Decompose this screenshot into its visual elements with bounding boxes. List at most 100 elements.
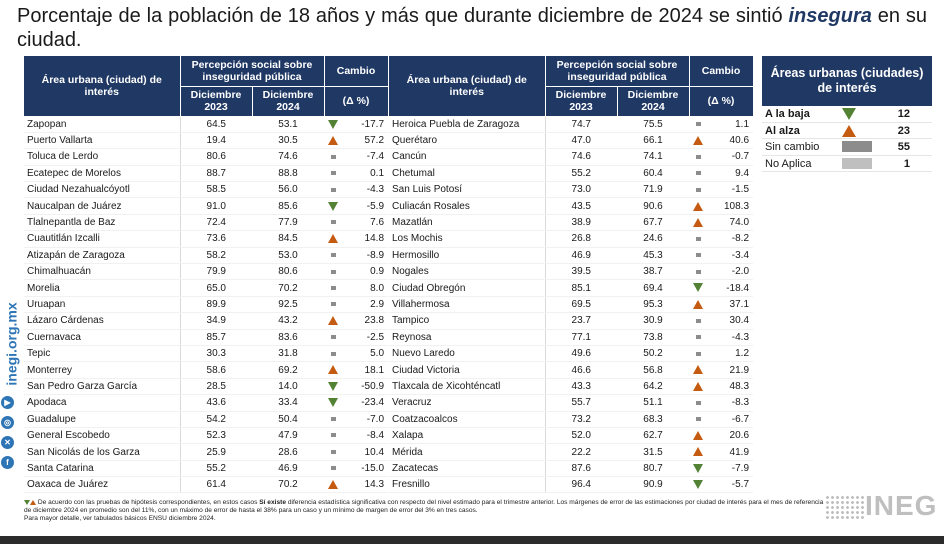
legend-count: 23 (897, 124, 910, 137)
trend-marker (689, 181, 707, 199)
value-2024: 69.2 (252, 361, 324, 379)
value-2024: 70.2 (252, 279, 324, 297)
value-2024: 84.5 (252, 230, 324, 248)
city-name: Villahermosa (389, 296, 545, 314)
change-value: 10.4 (342, 443, 389, 461)
change-value: 5.0 (342, 345, 389, 363)
no-change-icon (695, 417, 701, 422)
header-perception: Percepción social sobre inseguridad públ… (180, 56, 325, 87)
change-value: 41.9 (707, 443, 754, 461)
city-name: San Nicolás de los Garza (24, 443, 180, 461)
table-row: Tlalnepantla de Baz 72.4 77.9 7.6 (24, 214, 389, 232)
trend-marker (324, 148, 342, 166)
table-row: Puerto Vallarta 19.4 30.5 57.2 (24, 132, 389, 150)
change-value: 9.4 (707, 165, 754, 183)
up-triangle-icon (693, 217, 703, 227)
value-2024: 33.4 (252, 394, 324, 412)
up-triangle-icon (693, 430, 703, 440)
value-2024: 46.9 (252, 460, 324, 478)
change-value: 21.9 (707, 361, 754, 379)
down-triangle-icon (328, 119, 338, 129)
legend-count: 55 (897, 141, 910, 153)
city-name: Zapopan (24, 116, 180, 133)
trend-marker (324, 263, 342, 281)
value-2023: 38.9 (544, 214, 617, 232)
value-2024: 56.8 (617, 361, 689, 379)
value-2024: 62.7 (617, 427, 689, 445)
value-2023: 73.2 (544, 411, 617, 428)
up-triangle-icon (328, 365, 338, 375)
value-2024: 69.4 (617, 279, 689, 297)
value-2024: 38.7 (617, 263, 689, 281)
change-value: 7.6 (342, 214, 389, 232)
value-2023: 39.5 (544, 263, 617, 281)
value-2023: 61.4 (179, 476, 252, 494)
instagram-icon[interactable]: ◎ (1, 416, 14, 429)
trend-marker (324, 247, 342, 265)
value-2023: 58.6 (179, 361, 252, 379)
trend-marker (689, 116, 707, 133)
value-2024: 24.6 (617, 230, 689, 248)
value-2023: 43.6 (179, 394, 252, 412)
youtube-icon[interactable]: ▶ (1, 396, 14, 409)
up-triangle-icon (328, 234, 338, 244)
value-2023: 89.9 (179, 296, 252, 314)
no-change-icon (330, 302, 336, 307)
city-name: Cuautitlán Izcalli (24, 230, 180, 248)
value-2023: 55.2 (544, 165, 617, 183)
no-change-icon (695, 236, 701, 241)
trend-marker (324, 427, 342, 445)
value-2024: 30.5 (252, 132, 324, 150)
down-triangle-icon (328, 381, 338, 391)
table-row: Cancún 74.6 74.1 -0.7 (389, 148, 754, 166)
table-row: Chetumal 55.2 60.4 9.4 (389, 165, 754, 183)
value-2023: 55.2 (179, 460, 252, 478)
trend-marker (324, 279, 342, 297)
trend-marker (689, 230, 707, 248)
change-value: 108.3 (707, 197, 754, 215)
table-row: Mazatlán 38.9 67.7 74.0 (389, 214, 754, 232)
value-2023: 43.3 (544, 378, 617, 396)
up-triangle-icon (328, 480, 338, 490)
value-2023: 23.7 (544, 312, 617, 330)
table-row: Atizapán de Zaragoza 58.2 53.0 -8.9 (24, 247, 389, 265)
table-row: San Pedro Garza García 28.5 14.0 -50.9 (24, 378, 389, 396)
value-2023: 26.8 (544, 230, 617, 248)
change-value: -0.7 (707, 148, 754, 166)
trend-marker (689, 214, 707, 232)
header-area: Área urbana (ciudad) de interés (24, 56, 181, 117)
table-row: Heroica Puebla de Zaragoza 74.7 75.5 1.1 (389, 116, 754, 133)
change-value: -8.3 (707, 394, 754, 412)
change-value: -6.7 (707, 411, 754, 428)
city-name: Cancún (389, 148, 545, 166)
facebook-icon[interactable]: f (1, 456, 14, 469)
value-2023: 43.5 (544, 197, 617, 215)
value-2024: 74.6 (252, 148, 324, 166)
change-value: 23.8 (342, 312, 389, 330)
trend-marker (324, 132, 342, 150)
change-value: 1.1 (707, 116, 754, 133)
table-row: San Nicolás de los Garza 25.9 28.6 10.4 (24, 443, 389, 461)
value-2024: 75.5 (617, 116, 689, 133)
table-row: Nogales 39.5 38.7 -2.0 (389, 263, 754, 281)
table-row: Zapopan 64.5 53.1 -17.7 (24, 116, 389, 133)
table-row: Ecatepec de Morelos 88.7 88.8 0.1 (24, 165, 389, 183)
trend-marker (689, 296, 707, 314)
city-name: Chetumal (389, 165, 545, 183)
value-2023: 65.0 (179, 279, 252, 297)
city-name: Culiacán Rosales (389, 197, 545, 215)
x-icon[interactable]: ✕ (1, 436, 14, 449)
site-url[interactable]: inegi.org.mx (3, 302, 20, 386)
trend-marker (689, 148, 707, 166)
up-triangle-icon (328, 316, 338, 326)
city-name: Los Mochis (389, 230, 545, 248)
title-text: Porcentaje de la población de 18 años y … (17, 5, 783, 27)
no-change-icon (330, 351, 336, 356)
no-change-icon (330, 285, 336, 290)
trend-marker (324, 345, 342, 363)
no-change-icon (330, 269, 336, 274)
table-row: Villahermosa 69.5 95.3 37.1 (389, 296, 754, 314)
change-value: 57.2 (342, 132, 389, 150)
change-value: 18.1 (342, 361, 389, 379)
city-name: Tlalnepantla de Baz (24, 214, 180, 232)
